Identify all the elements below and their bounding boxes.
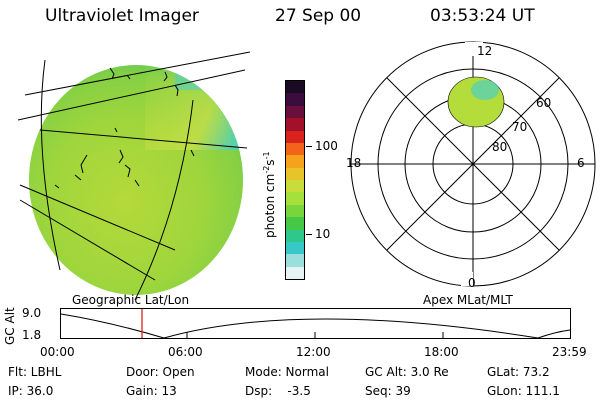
colorbar-segment (286, 266, 304, 279)
glon-status: GLon: 111.1 (487, 384, 560, 398)
geographic-image-panel (17, 51, 251, 300)
left-panel-caption: Geographic Lat/Lon (72, 293, 190, 307)
colorbar-segment (286, 130, 304, 143)
colorbar-segment (286, 254, 304, 267)
colorbar-segment (286, 93, 304, 106)
geographic-grid (17, 51, 251, 300)
colorbar-segment (286, 142, 304, 156)
seq-status: Seq: 39 (365, 384, 411, 398)
orbit-altitude-timeline (60, 308, 571, 339)
colorbar-segment (286, 204, 304, 218)
timeline-xtick-1200: 12:00 (296, 345, 331, 359)
door-status: Door: Open (126, 365, 195, 379)
coastline-outlines (54, 67, 195, 189)
ip-status: IP: 36.0 (8, 384, 54, 398)
colorbar-tick-10: 10 (315, 227, 331, 241)
colorbar (285, 80, 305, 280)
altitude-curve (60, 313, 571, 339)
mlt-label-12: 12 (477, 44, 493, 58)
mlt-label-18: 18 (346, 156, 362, 170)
image-time: 03:53:24 UT (430, 6, 535, 26)
timeline-ylabel: GC Alt (3, 307, 17, 345)
mlt-label-0: 0 (468, 276, 476, 290)
colorbar-segment (286, 229, 304, 242)
timeline-xtick-1800: 18:00 (424, 345, 459, 359)
glat-status: GLat: 73.2 (487, 365, 550, 379)
colorbar-unit-label: photon cm-2s-1 (262, 151, 277, 238)
instrument-title: Ultraviolet Imager (45, 6, 199, 26)
right-panel-caption: Apex MLat/MLT (423, 293, 513, 307)
auroral-data-highlight (471, 80, 499, 100)
mlt-label-6: 6 (577, 156, 585, 170)
gc-alt-status: GC Alt: 3.0 Re (365, 365, 449, 379)
colorbar-tick-mark (306, 234, 312, 235)
colorbar-segment (286, 118, 304, 131)
mlat-label-60: 60 (536, 96, 552, 110)
colorbar-segment (286, 180, 304, 193)
mode-status: Mode: Normal (245, 365, 329, 379)
colorbar-segment (286, 167, 304, 180)
colorbar-tick-mark (306, 146, 312, 147)
colorbar-segment (286, 192, 304, 205)
colorbar-segment (286, 217, 304, 230)
timeline-xtick-2359: 23:59 (552, 345, 587, 359)
image-date: 27 Sep 00 (275, 6, 362, 26)
timeline-xtick-0000: 00:00 (40, 345, 75, 359)
polar-mlt-plot (350, 41, 596, 287)
timeline-ytick-high: 9.0 (22, 306, 42, 320)
colorbar-segment (286, 105, 304, 119)
mlat-label-80: 80 (492, 140, 508, 154)
colorbar-segment (286, 81, 304, 94)
colorbar-segment (286, 155, 304, 168)
colorbar-tick-100: 100 (315, 139, 338, 153)
timeline-ytick-low: 1.8 (22, 328, 42, 342)
gain-status: Gain: 13 (126, 384, 177, 398)
dsp-status: Dsp: -3.5 (245, 384, 311, 398)
mlat-label-70: 70 (512, 120, 528, 134)
timeline-xtick-0600: 06:00 (168, 345, 203, 359)
colorbar-segment (286, 241, 304, 255)
filter-status: Flt: LBHL (8, 365, 62, 379)
